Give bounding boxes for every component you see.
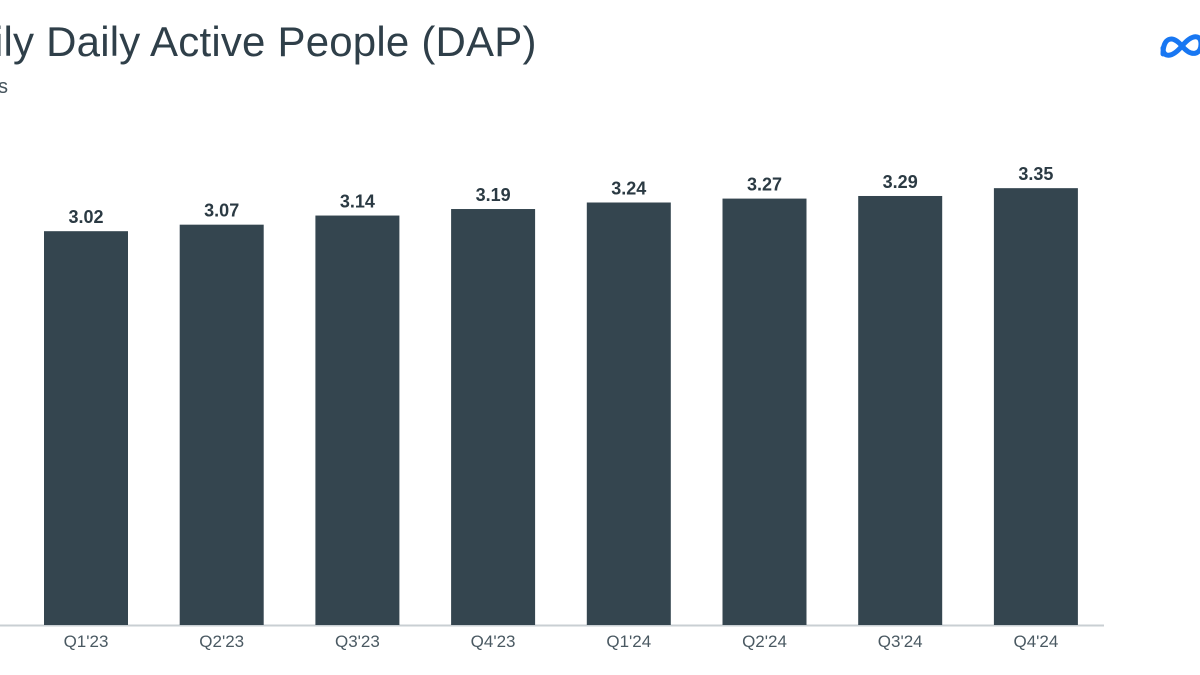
data-label-2: 3.14 [340, 192, 375, 212]
chart-subtitle: s [0, 76, 8, 98]
bar-2 [315, 215, 400, 625]
x-tick-label-5: Q2'24 [742, 632, 787, 651]
bar-5 [722, 198, 807, 626]
meta-logo-icon [1160, 34, 1200, 58]
data-label-0: 3.02 [68, 207, 103, 227]
bar-7 [993, 188, 1078, 625]
data-label-6: 3.29 [883, 172, 918, 192]
bar-6 [858, 195, 943, 625]
bar-1 [179, 224, 264, 625]
data-label-1: 3.07 [204, 201, 239, 221]
bar-0 [44, 231, 128, 625]
bar-3 [451, 209, 536, 626]
x-tick-label-3: Q4'23 [471, 632, 516, 651]
data-label-3: 3.19 [476, 185, 511, 205]
x-tick-label-2: Q3'23 [335, 632, 380, 651]
x-tick-label-4: Q1'24 [606, 632, 651, 651]
chart-title: ily Daily Active People (DAP) [0, 18, 537, 65]
data-label-5: 3.27 [747, 175, 782, 195]
bar-4 [586, 202, 671, 625]
x-tick-label-0: Q1'23 [64, 632, 109, 651]
data-label-4: 3.24 [611, 179, 646, 199]
x-tick-label-1: Q2'23 [199, 632, 244, 651]
data-label-7: 3.35 [1018, 164, 1053, 184]
x-tick-label-6: Q3'24 [878, 632, 923, 651]
x-tick-label-7: Q4'24 [1013, 632, 1058, 651]
